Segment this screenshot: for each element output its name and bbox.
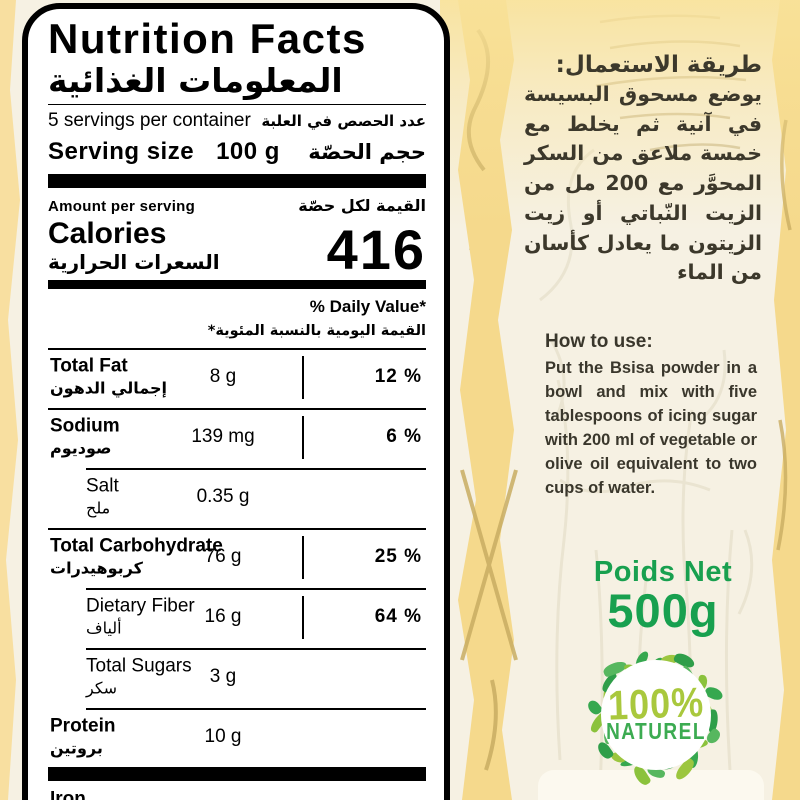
divider-line	[86, 587, 426, 590]
nutrient-en: Protein	[50, 715, 116, 737]
thick-bar	[48, 766, 426, 781]
thick-bar	[48, 173, 426, 188]
nutrient-row-total-sugars: Total Sugars سكر 3 g	[48, 650, 426, 705]
nutrient-en: Salt	[86, 475, 119, 497]
badge-circle	[601, 660, 711, 770]
badge-naturel-text: NATUREL	[606, 719, 706, 745]
net-weight: Poids Net 500g	[553, 556, 773, 634]
divider-line	[86, 467, 426, 470]
serving-size-row: Serving size 100 g حجم الحصّة	[48, 138, 426, 166]
nutrient-dv: 12 %	[374, 366, 422, 388]
nutrient-row-dietary-fiber: Dietary Fiber ألياف 16 g 64 %	[48, 590, 426, 645]
nutrient-amount: 10 g	[204, 726, 242, 748]
calories-value: 416	[326, 218, 426, 282]
serving-size-value: 100 g	[216, 137, 280, 165]
medium-bar	[48, 279, 426, 289]
nutrient-ar: سكر	[86, 678, 118, 698]
divider-line	[86, 707, 426, 710]
net-weight-label: Poids Net	[593, 556, 733, 588]
nutrient-ar: ملح	[86, 498, 111, 518]
column-divider	[302, 355, 304, 399]
servings-en: 5 servings per container	[48, 109, 251, 131]
nutrition-title-en: Nutrition Facts	[48, 15, 367, 62]
usage-body-ar: يوضع مسحوق البسيسة في آنية ثم يخلط مع خم…	[524, 82, 762, 285]
nutrient-en: Total Sugars	[86, 655, 192, 677]
nutrient-row-total-fat: Total Fat إجمالي الدهون 8 g 12 %	[48, 350, 426, 405]
calories-row: Calories السعرات الحرارية 416	[48, 216, 426, 282]
nutrient-amount: 8 g	[209, 366, 237, 388]
amount-per-serving-row: Amount per serving القيمة لكل حصّة	[48, 196, 426, 215]
daily-value-en: % Daily Value*	[309, 296, 426, 316]
nutrient-en: Iron	[50, 788, 86, 800]
column-divider	[302, 595, 304, 639]
left-brush-strip	[0, 0, 20, 800]
nutrient-en: Dietary Fiber	[86, 595, 195, 617]
usage-body-en: Put the Bsisa powder in a bowl and mix w…	[545, 359, 757, 497]
nutrient-amount: 9 mg	[158, 799, 288, 800]
naturel-badge: 100% NATUREL	[581, 640, 731, 790]
divider-line	[48, 407, 426, 410]
nutrient-dv: 6 %	[386, 426, 422, 448]
usage-title-en: How to use:	[545, 331, 653, 352]
nutrient-amount: 0.35 g	[196, 486, 250, 508]
usage-title-ar: طريقة الاستعمال:	[555, 52, 762, 78]
usage-instructions-arabic: طريقة الاستعمال: يوضع مسحوق البسيسة في آ…	[524, 52, 762, 288]
divider-line	[48, 527, 426, 530]
amount-per-serving-ar: القيمة لكل حصّة	[298, 195, 426, 215]
nutrient-ar: ألياف	[86, 618, 122, 638]
serving-size-label: Serving size	[48, 137, 195, 165]
nutrient-ar: بروتين	[50, 738, 103, 758]
nutrient-row-sodium: Sodium صوديوم 139 mg 6 %	[48, 410, 426, 465]
nutrition-title-ar: المعلومات الغذائية	[48, 61, 343, 101]
servings-row: 5 servings per container عدد الحصص في ال…	[48, 110, 426, 132]
mid-brush-strip	[458, 0, 514, 800]
calories-label-ar: السعرات الحرارية	[48, 249, 220, 274]
column-divider	[302, 535, 304, 579]
amount-per-serving-en: Amount per serving	[48, 197, 196, 215]
divider-line	[48, 347, 426, 350]
divider-line	[48, 103, 426, 105]
usage-instructions-english: How to use: Put the Bsisa powder in a bo…	[545, 331, 757, 501]
nutrient-en: Total Carbohydrate	[50, 535, 223, 557]
nutrient-amount: 76 g	[204, 546, 242, 568]
nutrient-ar: إجمالي الدهون	[50, 378, 168, 398]
nutrient-en: Sodium	[50, 415, 120, 437]
nutrient-row-iron: Iron حديد 9 mg	[48, 781, 426, 800]
nutrition-facts-panel: Nutrition Facts المعلومات الغذائية 5 ser…	[22, 3, 450, 800]
nutrient-amount: 16 g	[204, 606, 242, 628]
nutrient-dv: 25 %	[374, 546, 422, 568]
nutrient-ar: كربوهيدرات	[50, 558, 143, 578]
nutrient-amount: 139 mg	[191, 426, 255, 448]
nutrient-row-protein: Protein بروتين 10 g	[48, 710, 426, 765]
calories-label-en: Calories	[48, 216, 167, 250]
nutrient-dv: 64 %	[374, 606, 422, 628]
serving-size-ar: حجم الحصّة	[308, 139, 426, 164]
nutrient-ar: صوديوم	[50, 438, 112, 458]
daily-value-ar: القيمة اليومية بالنسبة المئوية*	[207, 322, 426, 339]
nutrient-amount: 3 g	[209, 666, 237, 688]
nutrient-row-salt: Salt ملح 0.35 g	[48, 470, 426, 525]
net-weight-value: 500g	[607, 584, 719, 637]
nutrient-row-total-carbohydrate: Total Carbohydrate كربوهيدرات 76 g 25 %	[48, 530, 426, 585]
column-divider	[302, 415, 304, 459]
servings-ar: عدد الحصص في العلبة	[261, 111, 426, 130]
nutrient-en: Total Fat	[50, 355, 128, 377]
divider-line	[86, 647, 426, 650]
